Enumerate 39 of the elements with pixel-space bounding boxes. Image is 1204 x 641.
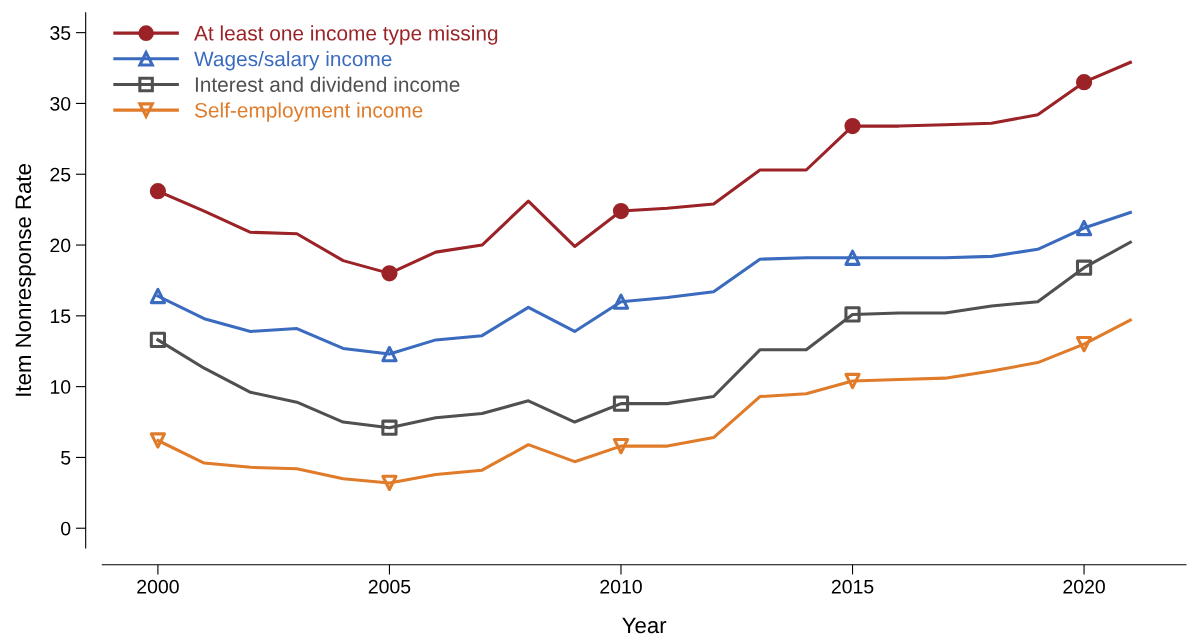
- point: [381, 474, 398, 492]
- y-tick-label: 25: [50, 167, 71, 182]
- x-tick-label: 2015: [831, 579, 874, 594]
- point: [149, 287, 167, 305]
- x-tick-label: 2005: [368, 579, 411, 594]
- y-tick-label: 20: [50, 238, 71, 253]
- point: [844, 372, 861, 390]
- point: [844, 249, 861, 266]
- point: [381, 345, 398, 363]
- x-tick-label: 2010: [600, 579, 642, 594]
- point: [381, 419, 398, 436]
- point: [381, 265, 398, 282]
- point: [1075, 259, 1093, 276]
- legend-label: At least one income type missing: [194, 25, 498, 45]
- x-tick-label: 2020: [1063, 579, 1105, 594]
- legend-label: Self-employment income: [194, 102, 423, 122]
- point: [844, 306, 861, 323]
- y-axis-title: Item Nonresponse Rate: [15, 164, 36, 396]
- legend-label: Wages/salary income: [194, 50, 392, 71]
- point: [149, 331, 167, 349]
- y-tick-label: 35: [50, 26, 71, 40]
- point: [1075, 336, 1093, 353]
- point: [612, 437, 630, 455]
- point: [612, 202, 630, 220]
- x-tick-label: 2000: [137, 579, 179, 594]
- y-tick-label: 30: [50, 96, 71, 111]
- point: [1075, 219, 1093, 237]
- y-tick-label: 0: [61, 521, 71, 536]
- point: [149, 183, 167, 200]
- y-tick-label: 10: [50, 380, 71, 394]
- x-axis-title: Year: [622, 617, 667, 634]
- point: [1075, 74, 1093, 91]
- point: [612, 395, 630, 412]
- legend-label: Interest and dividend income: [195, 76, 460, 92]
- point: [844, 117, 861, 135]
- point: [149, 432, 167, 449]
- y-tick-label: 5: [61, 451, 71, 465]
- point: [612, 293, 630, 310]
- y-tick-label: 15: [50, 309, 71, 324]
